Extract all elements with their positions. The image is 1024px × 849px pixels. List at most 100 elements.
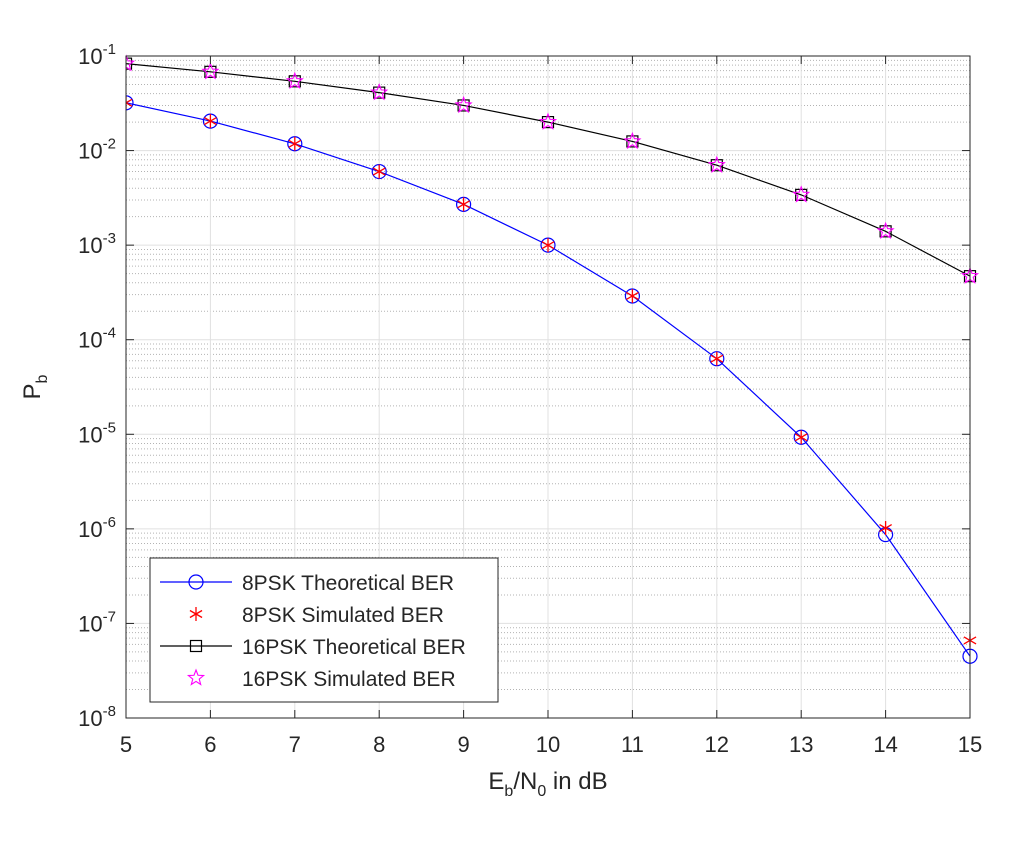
y-tick-label-base: 10	[78, 422, 102, 447]
legend-marker	[189, 607, 203, 621]
y-tick-label: 10-5	[78, 419, 116, 447]
y-tick-label: 10-2	[78, 136, 116, 164]
data-point	[707, 155, 726, 173]
data-point	[126, 57, 133, 70]
data-point	[710, 159, 723, 172]
legend-label: 16PSK Simulated BER	[242, 668, 456, 691]
asterisk-stroke	[189, 609, 203, 619]
y-label-main: P	[19, 383, 46, 399]
asterisk-stroke	[126, 98, 133, 104]
y-tick-label-exponent: -3	[103, 230, 116, 247]
y-tick-label-exponent: -6	[103, 514, 116, 531]
y-label-sub: b	[34, 374, 51, 383]
data-point	[792, 185, 811, 203]
y-tick-label-base: 10	[78, 611, 102, 636]
x-tick-label: 5	[120, 732, 132, 757]
y-tick-label: 10-4	[78, 325, 116, 353]
legend-marker	[186, 668, 206, 686]
data-point	[457, 197, 470, 212]
legend-label: 16PSK Theoretical BER	[242, 636, 466, 659]
y-tick-label: 10-6	[78, 514, 116, 542]
y-tick-label-base: 10	[78, 328, 102, 353]
legend-label: 8PSK Theoretical BER	[242, 572, 454, 595]
x-label-mid: /N	[513, 768, 537, 795]
legend-entry: 8PSK Simulated BER	[189, 604, 444, 627]
asterisk-stroke	[626, 291, 639, 301]
x-tick-label: 7	[289, 732, 301, 757]
data-point	[541, 238, 555, 253]
x-tick-label: 9	[457, 732, 469, 757]
data-point	[372, 164, 386, 179]
y-tick-label-exponent: -2	[103, 136, 116, 153]
x-axis-label: Eb/N0 in dB	[488, 768, 607, 800]
legend-entry: 16PSK Simulated BER	[186, 668, 456, 691]
data-point	[879, 521, 892, 536]
data-point	[623, 131, 642, 150]
data-point	[457, 99, 470, 112]
y-tick-label: 10-8	[78, 703, 116, 731]
data-point	[373, 86, 386, 99]
x-label-tail: in dB	[546, 768, 607, 795]
legend-entry: 8PSK Theoretical BER	[160, 572, 454, 595]
y-tick-label: 10-7	[78, 608, 116, 636]
y-tick-label: 10-3	[78, 230, 116, 258]
x-label-sub1: b	[504, 783, 513, 800]
asterisk-stroke	[879, 523, 892, 533]
x-tick-label: 8	[373, 732, 385, 757]
data-point	[126, 95, 133, 110]
x-tick-label: 15	[958, 732, 982, 757]
data-point	[541, 116, 555, 129]
data-point	[204, 114, 217, 129]
x-tick-label: 14	[873, 732, 897, 757]
data-point	[126, 54, 136, 72]
y-tick-label-exponent: -5	[103, 419, 116, 436]
series-2	[126, 57, 977, 283]
y-tick-label-exponent: -7	[103, 608, 116, 625]
y-tick-label-exponent: -1	[103, 41, 116, 58]
legend-marker	[188, 574, 204, 590]
asterisk-stroke	[288, 139, 302, 148]
y-tick-label-exponent: -4	[103, 325, 116, 342]
y-tick-label-base: 10	[78, 139, 102, 164]
data-point	[710, 351, 724, 366]
series-1	[126, 95, 977, 648]
data-point	[285, 71, 304, 90]
y-tick-label-exponent: -8	[103, 703, 116, 720]
y-tick-label-base: 10	[78, 706, 102, 731]
data-point	[454, 95, 473, 114]
y-tick-label: 10-1	[78, 41, 116, 69]
asterisk-stroke	[794, 433, 808, 442]
data-point	[626, 135, 639, 148]
data-point	[201, 62, 220, 80]
series-line	[126, 63, 971, 277]
data-point	[204, 65, 217, 78]
data-point	[288, 75, 301, 88]
data-point	[879, 225, 892, 238]
data-point	[370, 83, 389, 101]
y-tick-label-base: 10	[78, 233, 102, 258]
data-point	[538, 112, 558, 130]
legend-label: 8PSK Simulated BER	[242, 604, 444, 627]
y-axis-label: Pb	[19, 374, 51, 399]
x-label-sub2: 0	[537, 783, 546, 800]
data-point	[876, 221, 895, 240]
data-point	[795, 188, 808, 201]
asterisk-stroke	[710, 354, 724, 363]
data-point	[626, 288, 639, 303]
data-point	[126, 95, 134, 111]
x-tick-label: 11	[621, 732, 644, 757]
data-point	[794, 430, 808, 445]
x-label-main: E	[488, 768, 504, 795]
legend-entries: 8PSK Theoretical BER 8PSK Simulated BER 16…	[160, 572, 466, 691]
legend-entry: 16PSK Theoretical BER	[160, 636, 466, 659]
x-tick-label: 6	[204, 732, 216, 757]
legend-marker	[189, 639, 203, 653]
asterisk-stroke	[372, 167, 386, 176]
asterisk-stroke	[126, 102, 133, 107]
asterisk-stroke	[204, 117, 217, 126]
legend: 8PSK Theoretical BER 8PSK Simulated BER 16…	[149, 557, 499, 703]
asterisk-stroke	[541, 241, 555, 250]
